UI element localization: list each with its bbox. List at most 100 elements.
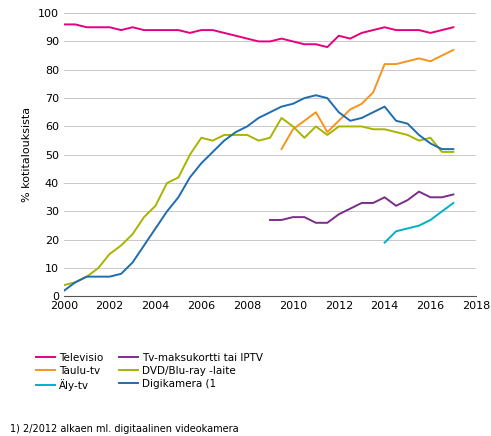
Taulu-tv <box>347 107 353 112</box>
DVD/Blu-ray -laite <box>428 135 434 140</box>
Televisio <box>370 27 376 33</box>
Tv-maksukortti tai IPTV <box>450 192 456 197</box>
Tv-maksukortti tai IPTV <box>301 215 307 220</box>
Taulu-tv <box>325 129 330 135</box>
Televisio <box>256 39 262 44</box>
DVD/Blu-ray -laite <box>153 203 159 208</box>
Tv-maksukortti tai IPTV <box>267 218 273 223</box>
Tv-maksukortti tai IPTV <box>405 198 410 203</box>
Tv-maksukortti tai IPTV <box>370 201 376 206</box>
Televisio <box>439 27 445 33</box>
Digikamera (1 <box>450 146 456 152</box>
Taulu-tv <box>370 90 376 95</box>
Digikamera (1 <box>290 101 296 106</box>
DVD/Blu-ray -laite <box>393 129 399 135</box>
Taulu-tv <box>301 118 307 123</box>
Äly-tv <box>428 218 434 223</box>
Äly-tv <box>405 226 410 231</box>
Digikamera (1 <box>210 149 216 155</box>
Tv-maksukortti tai IPTV <box>347 206 353 211</box>
Televisio <box>175 27 181 33</box>
Tv-maksukortti tai IPTV <box>359 201 365 206</box>
Tv-maksukortti tai IPTV <box>278 218 284 223</box>
DVD/Blu-ray -laite <box>210 138 216 143</box>
Digikamera (1 <box>164 209 170 214</box>
DVD/Blu-ray -laite <box>278 116 284 121</box>
Televisio <box>164 27 170 33</box>
Tv-maksukortti tai IPTV <box>290 215 296 220</box>
Taulu-tv <box>359 101 365 106</box>
DVD/Blu-ray -laite <box>198 135 204 140</box>
Televisio <box>141 27 147 33</box>
DVD/Blu-ray -laite <box>141 215 147 220</box>
Digikamera (1 <box>347 118 353 123</box>
Televisio <box>244 36 250 41</box>
DVD/Blu-ray -laite <box>107 251 112 256</box>
Digikamera (1 <box>233 129 239 135</box>
Digikamera (1 <box>153 226 159 231</box>
Digikamera (1 <box>187 175 193 180</box>
DVD/Blu-ray -laite <box>118 243 124 248</box>
Line: Äly-tv: Äly-tv <box>384 203 453 242</box>
Digikamera (1 <box>175 194 181 200</box>
Digikamera (1 <box>141 243 147 248</box>
Äly-tv <box>416 223 422 228</box>
Televisio <box>187 31 193 36</box>
Televisio <box>359 31 365 36</box>
Taulu-tv <box>290 127 296 132</box>
Digikamera (1 <box>313 93 319 98</box>
DVD/Blu-ray -laite <box>164 181 170 186</box>
DVD/Blu-ray -laite <box>256 138 262 143</box>
Line: Televisio: Televisio <box>64 24 453 47</box>
Televisio <box>393 27 399 33</box>
DVD/Blu-ray -laite <box>439 149 445 155</box>
Televisio <box>325 44 330 50</box>
Televisio <box>450 25 456 30</box>
Televisio <box>130 25 136 30</box>
DVD/Blu-ray -laite <box>84 274 90 279</box>
Televisio <box>267 39 273 44</box>
Taulu-tv <box>313 110 319 115</box>
DVD/Blu-ray -laite <box>301 135 307 140</box>
Taulu-tv <box>382 61 387 67</box>
Digikamera (1 <box>61 288 67 293</box>
DVD/Blu-ray -laite <box>405 133 410 138</box>
Digikamera (1 <box>336 110 342 115</box>
DVD/Blu-ray -laite <box>336 124 342 129</box>
Digikamera (1 <box>95 274 101 279</box>
Tv-maksukortti tai IPTV <box>313 220 319 225</box>
Digikamera (1 <box>325 95 330 101</box>
Televisio <box>84 25 90 30</box>
Taulu-tv <box>416 56 422 61</box>
Text: 1) 2/2012 alkaen ml. digitaalinen videokamera: 1) 2/2012 alkaen ml. digitaalinen videok… <box>10 424 239 434</box>
Digikamera (1 <box>84 274 90 279</box>
DVD/Blu-ray -laite <box>416 138 422 143</box>
Televisio <box>347 36 353 41</box>
DVD/Blu-ray -laite <box>290 124 296 129</box>
Digikamera (1 <box>439 146 445 152</box>
Digikamera (1 <box>130 260 136 265</box>
Televisio <box>313 42 319 47</box>
DVD/Blu-ray -laite <box>95 266 101 271</box>
DVD/Blu-ray -laite <box>61 283 67 288</box>
Televisio <box>118 27 124 33</box>
Televisio <box>72 22 78 27</box>
DVD/Blu-ray -laite <box>175 175 181 180</box>
Taulu-tv <box>405 59 410 64</box>
Y-axis label: % kotitalouksista: % kotitalouksista <box>23 107 32 202</box>
Digikamera (1 <box>107 274 112 279</box>
Taulu-tv <box>428 59 434 64</box>
DVD/Blu-ray -laite <box>233 133 239 138</box>
Digikamera (1 <box>244 124 250 129</box>
Line: Digikamera (1: Digikamera (1 <box>64 95 453 291</box>
DVD/Blu-ray -laite <box>370 127 376 132</box>
Digikamera (1 <box>267 110 273 115</box>
DVD/Blu-ray -laite <box>450 149 456 155</box>
DVD/Blu-ray -laite <box>130 232 136 237</box>
Digikamera (1 <box>382 104 387 109</box>
Taulu-tv <box>439 53 445 58</box>
Televisio <box>198 27 204 33</box>
DVD/Blu-ray -laite <box>347 124 353 129</box>
Taulu-tv <box>278 146 284 152</box>
Televisio <box>221 31 227 36</box>
